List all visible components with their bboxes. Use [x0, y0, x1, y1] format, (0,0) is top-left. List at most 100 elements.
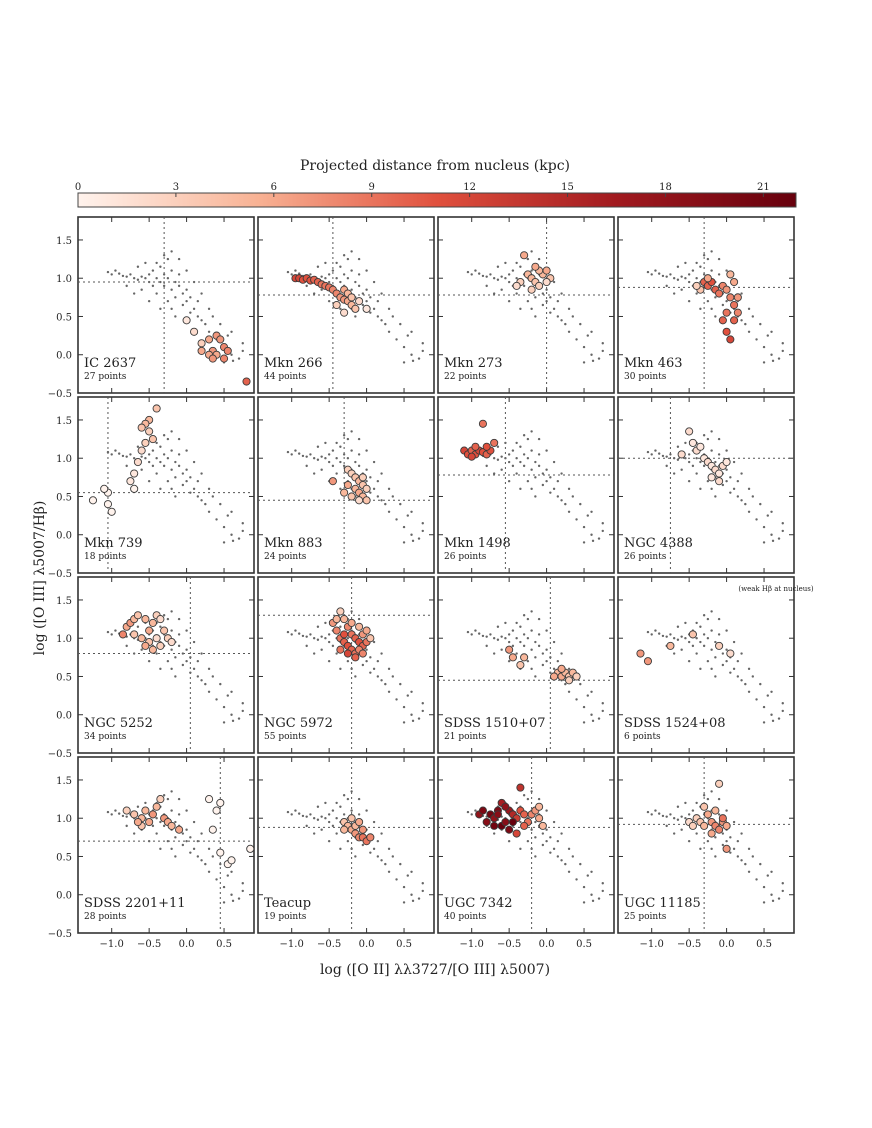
panel-point-count: 26 points: [624, 552, 667, 562]
reference-point: [481, 274, 485, 278]
reference-point: [286, 450, 290, 454]
data-point: [223, 346, 232, 355]
reference-point: [665, 824, 668, 828]
panel: SDSS 1524+086 points (weak Hβ at nucleus): [617, 576, 814, 754]
reference-point: [384, 322, 387, 326]
reference-point: [732, 460, 736, 464]
reference-point: [530, 610, 533, 613]
reference-point: [571, 315, 575, 318]
reference-point: [751, 315, 755, 318]
reference-point: [702, 644, 706, 648]
reference-point: [579, 502, 582, 506]
reference-point: [770, 893, 773, 896]
reference-point: [781, 709, 784, 713]
reference-point: [560, 499, 563, 502]
reference-point: [174, 495, 177, 498]
reference-point: [241, 529, 244, 533]
data-point: [107, 507, 116, 516]
reference-point: [357, 273, 361, 276]
reference-point: [316, 625, 320, 628]
data-point: [516, 660, 525, 670]
panel-point-count: 25 points: [624, 912, 667, 922]
panel-point-count: 6 points: [624, 732, 661, 742]
colorbar-label: Projected distance from nucleus (kpc): [300, 158, 570, 174]
reference-point: [166, 659, 170, 663]
reference-point: [125, 815, 128, 818]
data-point: [508, 817, 517, 827]
panel-title: Mkn 739: [84, 536, 143, 551]
reference-point: [417, 897, 421, 900]
reference-point: [241, 349, 244, 353]
data-point: [141, 438, 150, 447]
reference-point: [207, 487, 211, 491]
reference-point: [747, 870, 751, 873]
reference-point: [500, 288, 503, 291]
reference-point: [549, 836, 552, 839]
reference-point: [530, 828, 533, 831]
reference-point: [477, 272, 481, 275]
data-point: [715, 825, 724, 834]
reference-point: [732, 847, 736, 851]
reference-point: [556, 495, 560, 498]
reference-point: [781, 529, 784, 533]
reference-point: [324, 277, 327, 280]
reference-point: [466, 630, 470, 634]
reference-point: [114, 449, 117, 452]
reference-point: [541, 292, 545, 295]
reference-point: [170, 790, 173, 793]
panel-frame: [257, 756, 435, 934]
data-point: [145, 427, 154, 436]
reference-point: [650, 273, 653, 276]
reference-point: [226, 334, 229, 337]
reference-point: [759, 502, 762, 506]
reference-point: [571, 495, 575, 498]
data-point: [156, 615, 165, 624]
x-tick-label: −0.5: [677, 939, 701, 950]
reference-point: [519, 445, 522, 448]
reference-point: [402, 705, 406, 709]
reference-point: [504, 261, 507, 265]
reference-point: [747, 487, 751, 491]
reference-point: [222, 885, 226, 889]
reference-point: [380, 472, 383, 475]
panel-frame: [77, 396, 255, 574]
data-point: [355, 496, 364, 505]
data-point: [520, 810, 529, 819]
data-point: [156, 641, 165, 650]
data-point: [358, 649, 367, 658]
reference-point: [185, 449, 188, 452]
reference-point: [590, 510, 593, 513]
panel-point-count: 21 points: [444, 732, 487, 742]
reference-point: [410, 893, 413, 896]
reference-point: [721, 843, 725, 847]
reference-point: [725, 809, 728, 812]
data-point: [722, 308, 731, 317]
tick-labels: −0.5 0.0 0.5 1.0 1.5 −0.5 0.0 0.5 1.0 1.5 −0.5 0.0 0…: [48, 236, 772, 950]
reference-point: [714, 460, 717, 464]
data-point: [572, 672, 581, 681]
reference-point: [489, 273, 492, 276]
reference-point: [342, 794, 346, 797]
reference-point: [747, 690, 751, 693]
reference-point: [335, 261, 338, 265]
reference-point: [402, 901, 406, 904]
reference-point: [177, 813, 181, 816]
reference-point: [365, 288, 368, 291]
data-point: [152, 634, 161, 643]
reference-point: [747, 510, 751, 513]
reference-point: [231, 719, 235, 723]
reference-point: [369, 851, 372, 854]
reference-point: [567, 847, 571, 851]
reference-point: [601, 349, 604, 353]
reference-point: [534, 296, 537, 299]
reference-point: [192, 487, 196, 491]
reference-point: [601, 702, 604, 705]
reference-point: [211, 315, 215, 318]
reference-point: [665, 284, 668, 288]
reference-point: [537, 464, 541, 468]
reference-point: [556, 479, 560, 483]
panel-title: NGC 4388: [624, 536, 693, 551]
x-tick-label: 0.5: [396, 939, 412, 950]
